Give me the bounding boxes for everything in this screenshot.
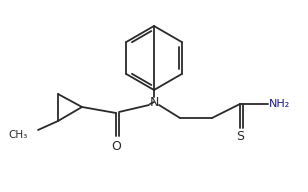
Text: S: S [236,129,244,142]
Text: NH₂: NH₂ [270,99,291,109]
Text: CH₃: CH₃ [9,130,28,140]
Text: N: N [149,95,159,108]
Text: O: O [111,140,121,152]
